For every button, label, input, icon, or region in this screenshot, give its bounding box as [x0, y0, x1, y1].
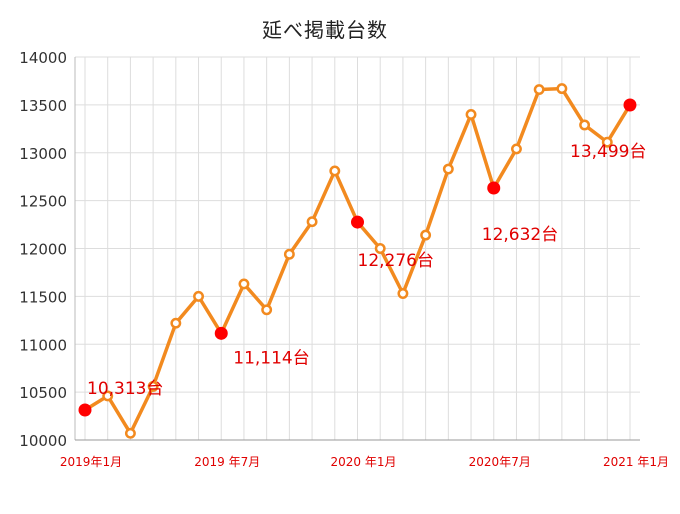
data-label: 12,276台: [358, 251, 434, 271]
y-tick-label: 10000: [19, 432, 67, 450]
y-tick-label: 12500: [19, 193, 67, 211]
data-point: [170, 317, 182, 329]
data-point: [579, 119, 591, 131]
y-tick-label: 14000: [19, 49, 67, 67]
data-label: 11,114台: [233, 348, 309, 368]
x-tick-label: 2020 年1月: [331, 455, 397, 469]
data-point: [193, 290, 204, 302]
data-point: [329, 165, 341, 177]
chart-title: 延べ掲載台数: [262, 18, 388, 42]
data-point: [147, 380, 159, 392]
data-point: [533, 84, 545, 96]
data-point: [442, 163, 454, 175]
x-tick-label: 2019年1月: [60, 455, 122, 469]
data-point: [465, 109, 477, 120]
data-point: [374, 243, 386, 254]
data-label: 12,632台: [482, 225, 558, 245]
highlight-point: [351, 215, 364, 229]
data-label: 10,313台: [87, 379, 163, 399]
data-point: [601, 136, 613, 148]
highlight-point: [487, 181, 501, 195]
highlight-point: [214, 326, 228, 340]
x-tick-label: 2020年7月: [469, 455, 531, 469]
y-tick-label: 10500: [19, 384, 67, 402]
data-point: [238, 278, 250, 290]
data-point: [511, 143, 522, 155]
data-point: [124, 427, 136, 439]
y-tick-label: 11000: [19, 336, 67, 354]
data-point: [420, 229, 432, 241]
data-point: [261, 304, 273, 316]
data-point: [397, 288, 409, 299]
x-tick-label: 2019 年7月: [194, 455, 260, 469]
highlight-point: [623, 98, 637, 112]
y-tick-label: 12000: [19, 241, 67, 259]
data-point: [306, 216, 318, 228]
highlight-point: [78, 403, 92, 417]
data-point: [556, 83, 568, 95]
y-tick-label: 13500: [19, 97, 67, 115]
y-tick-label: 11500: [19, 288, 67, 306]
data-point: [102, 390, 114, 402]
x-tick-label: 2021 年1月: [603, 455, 669, 469]
data-label: 13,499台: [570, 142, 646, 162]
y-tick-label: 13000: [19, 145, 67, 163]
data-point: [283, 248, 295, 260]
